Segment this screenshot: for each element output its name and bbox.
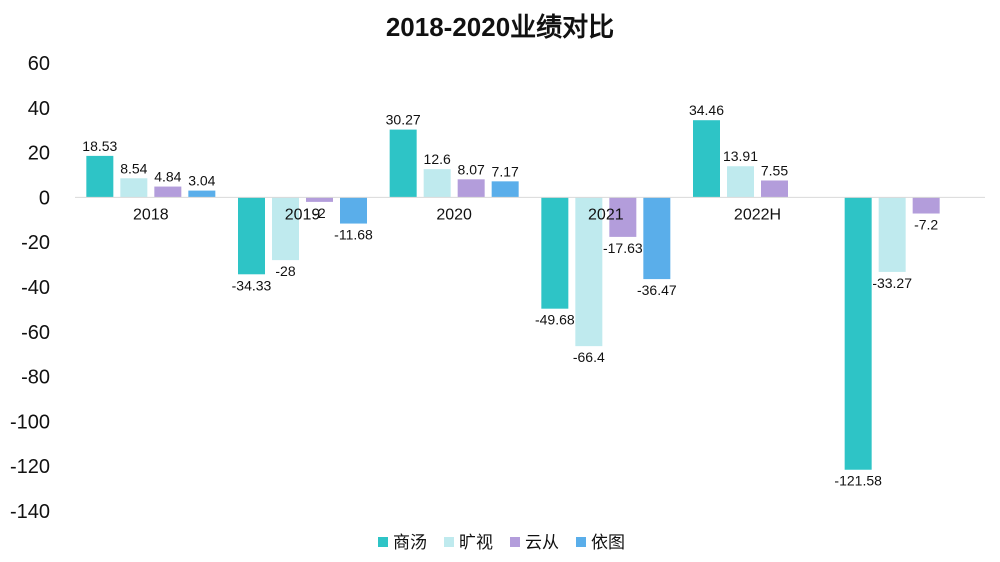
bar — [457, 179, 485, 198]
bar — [86, 155, 114, 198]
data-label: -66.4 — [573, 349, 605, 365]
chart-title: 2018-2020业绩对比 — [386, 12, 614, 42]
data-label: 8.07 — [458, 161, 485, 177]
x-tick-label: 2022H — [734, 206, 781, 223]
bar — [154, 186, 182, 198]
x-tick-label: 2019 — [285, 206, 321, 223]
data-label: 13.91 — [723, 148, 758, 164]
x-tick-label: 2021 — [588, 206, 624, 223]
data-label: -7.2 — [914, 217, 938, 233]
x-axis: 2018 2019 2020 2021 2022H — [133, 206, 781, 223]
legend-label: 旷视 — [459, 533, 493, 552]
data-label: 18.53 — [82, 138, 117, 154]
y-axis: 60 40 20 0 -20 -40 -60 -80 -100 -120 -140 — [10, 53, 50, 523]
bar — [340, 197, 367, 224]
legend-label: 商汤 — [393, 533, 427, 552]
bar — [693, 120, 720, 198]
bar — [188, 190, 216, 198]
data-label: 34.46 — [689, 102, 724, 118]
data-label: -28 — [275, 263, 295, 279]
y-tick-label: -60 — [21, 322, 50, 344]
data-label: -34.33 — [232, 277, 272, 293]
legend-swatch — [444, 537, 454, 547]
bar — [272, 197, 299, 261]
y-tick-label: 60 — [28, 53, 50, 75]
legend: 商汤 旷视 云从 依图 — [378, 533, 625, 552]
data-label: -11.68 — [334, 227, 373, 243]
data-label: -121.58 — [834, 473, 882, 489]
data-label: 4.84 — [154, 169, 181, 185]
bar — [541, 197, 569, 309]
data-label: 8.54 — [120, 160, 147, 176]
bar — [491, 181, 519, 198]
legend-label: 依图 — [591, 533, 625, 552]
bar — [423, 169, 451, 198]
legend-swatch — [378, 537, 388, 547]
data-label: 12.6 — [424, 151, 451, 167]
data-label: 7.17 — [492, 163, 519, 179]
data-label: 3.04 — [188, 173, 215, 189]
bar — [878, 197, 906, 272]
y-tick-label: -20 — [21, 232, 50, 254]
bar — [727, 166, 754, 198]
data-label: -2 — [313, 205, 326, 221]
data-label: 30.27 — [386, 112, 421, 128]
y-tick-label: -140 — [10, 501, 50, 523]
y-tick-label: 40 — [28, 98, 50, 120]
bar — [306, 197, 333, 202]
data-label: -33.27 — [872, 275, 912, 291]
legend-swatch — [510, 537, 520, 547]
y-tick-label: -100 — [10, 411, 50, 433]
data-label: -36.47 — [637, 282, 677, 298]
data-labels: 18.53 -34.33 30.27 -49.68 34.46 -121.58 8.54 -2… — [82, 102, 938, 489]
y-tick-label: 20 — [28, 143, 50, 165]
legend-label: 云从 — [525, 533, 559, 552]
x-tick-label: 2018 — [133, 206, 169, 223]
y-tick-label: -40 — [21, 277, 50, 299]
bar — [389, 129, 417, 198]
bar — [609, 197, 637, 237]
data-label: -17.63 — [603, 240, 643, 256]
legend-swatch — [576, 537, 586, 547]
bar — [238, 197, 265, 275]
bar — [761, 180, 788, 198]
y-tick-label: -120 — [10, 456, 50, 478]
bar — [575, 197, 603, 347]
bar — [120, 178, 148, 198]
data-label: 7.55 — [761, 162, 788, 178]
data-label: -49.68 — [535, 312, 575, 328]
bar — [643, 197, 671, 280]
bar — [844, 197, 872, 470]
y-tick-label: -80 — [21, 367, 50, 389]
x-tick-label: 2020 — [436, 206, 472, 223]
bar — [912, 197, 940, 214]
bars — [86, 120, 940, 470]
y-tick-label: 0 — [39, 187, 50, 209]
